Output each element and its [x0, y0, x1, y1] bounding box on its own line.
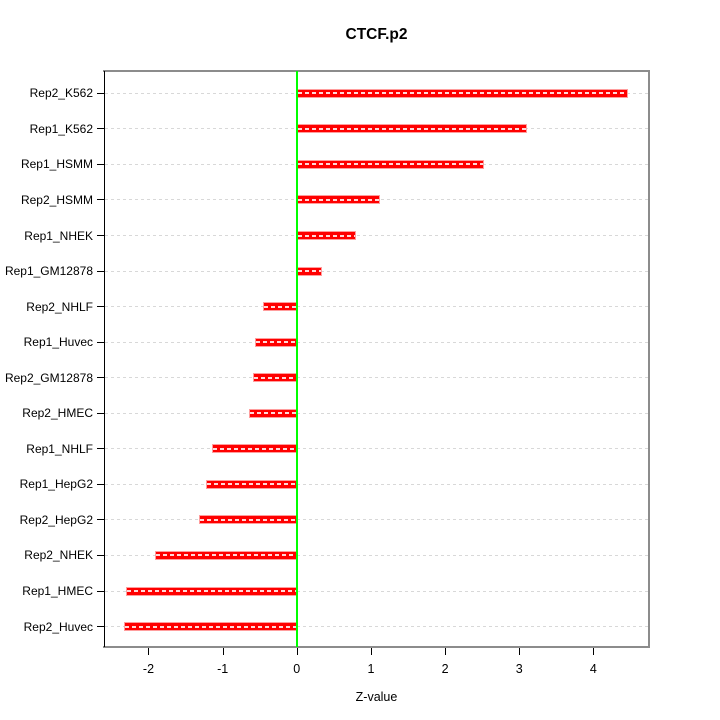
bar-center-dash [199, 518, 296, 521]
y-tick [97, 270, 104, 272]
bar-center-dash [297, 92, 628, 95]
category-label: Rep1_GM12878 [4, 264, 93, 279]
x-axis-label: Z-value [355, 690, 398, 704]
category-label: Rep1_HSMM [20, 157, 93, 172]
x-tick [519, 648, 521, 655]
x-tick-label: 1 [367, 662, 375, 676]
x-tick-label: 3 [515, 662, 523, 676]
y-tick [97, 341, 104, 343]
bar [255, 337, 297, 347]
bar [206, 479, 297, 489]
y-tick [97, 163, 104, 165]
plot-border-top [103, 70, 650, 72]
bar-center-dash [297, 234, 356, 237]
category-label: Rep2_HSMM [20, 192, 93, 207]
bar [296, 195, 380, 205]
bar-center-dash [297, 163, 483, 166]
plot-area [103, 70, 650, 648]
y-tick [97, 199, 104, 201]
grid-line [105, 412, 648, 414]
y-tick [97, 92, 104, 94]
y-tick [97, 306, 104, 308]
bar-center-dash [254, 376, 296, 379]
x-tick-label: -2 [142, 662, 155, 676]
y-tick [97, 554, 104, 556]
plot-border-right [648, 70, 650, 648]
chart-title: CTCF.p2 [345, 26, 408, 43]
category-label: Rep2_HMEC [22, 406, 93, 421]
bar [125, 586, 297, 596]
plot-border-bottom [103, 646, 650, 648]
x-tick-label: 2 [441, 662, 449, 676]
x-tick-label: -1 [217, 662, 229, 676]
grid-line [105, 590, 648, 592]
category-label: Rep1_NHEK [24, 228, 93, 243]
category-label: Rep1_NHLF [26, 441, 93, 456]
bar [253, 373, 297, 383]
grid-line [105, 341, 648, 343]
bar-center-dash [297, 127, 527, 130]
bar-center-dash [126, 590, 296, 592]
category-label: Rep2_HepG2 [19, 512, 93, 527]
x-tick [370, 648, 372, 655]
category-label: Rep1_HepG2 [19, 477, 93, 492]
grid-line [105, 448, 648, 450]
category-label: Rep1_HMEC [22, 584, 93, 598]
bar [198, 515, 297, 525]
y-tick [97, 626, 104, 628]
bar-center-dash [207, 483, 296, 486]
y-tick [97, 448, 104, 450]
x-tick-label: 4 [589, 662, 597, 676]
y-tick [97, 590, 104, 592]
x-tick-label: 0 [293, 662, 301, 676]
grid-line [105, 519, 648, 521]
zero-line [295, 71, 298, 647]
bar-center-dash [256, 341, 296, 344]
grid-line [105, 554, 648, 556]
bar [296, 159, 484, 169]
y-tick [97, 235, 104, 236]
grid-line [105, 626, 648, 628]
bar-center-dash [297, 270, 321, 273]
grid-line [105, 377, 648, 379]
bar-center-dash [125, 625, 296, 628]
category-label: Rep2_NHEK [24, 548, 93, 563]
bar [124, 622, 297, 632]
bar-center-dash [250, 412, 296, 415]
category-label: Rep2_K562 [29, 86, 93, 101]
grid-line [105, 483, 648, 485]
bar-center-dash [213, 447, 296, 450]
y-tick [97, 412, 104, 414]
bar [249, 408, 297, 418]
x-tick [445, 648, 447, 655]
x-tick [296, 648, 298, 655]
y-tick [97, 377, 104, 379]
grid-line [105, 306, 648, 308]
category-label: Rep2_NHLF [26, 299, 93, 314]
bar-center-dash [297, 198, 379, 201]
category-label: Rep2_GM12878 [4, 370, 93, 385]
bar-center-dash [156, 554, 296, 557]
y-tick [97, 519, 104, 521]
bar [296, 88, 629, 98]
bar [212, 444, 297, 454]
bar [263, 302, 297, 312]
y-tick [97, 483, 104, 485]
bar-center-dash [264, 305, 296, 308]
category-label: Rep2_Huvec [23, 619, 93, 634]
grid-line [105, 270, 648, 272]
category-label: Rep1_K562 [29, 121, 93, 136]
x-tick [148, 648, 150, 655]
bar [155, 550, 297, 560]
grid-line [105, 235, 648, 236]
bar [296, 124, 528, 134]
y-tick [97, 128, 104, 130]
category-label: Rep1_Huvec [23, 335, 93, 350]
bar [296, 231, 357, 240]
bar [296, 266, 322, 276]
x-tick [593, 648, 595, 655]
y-axis-line [104, 71, 105, 647]
x-tick [222, 648, 224, 655]
